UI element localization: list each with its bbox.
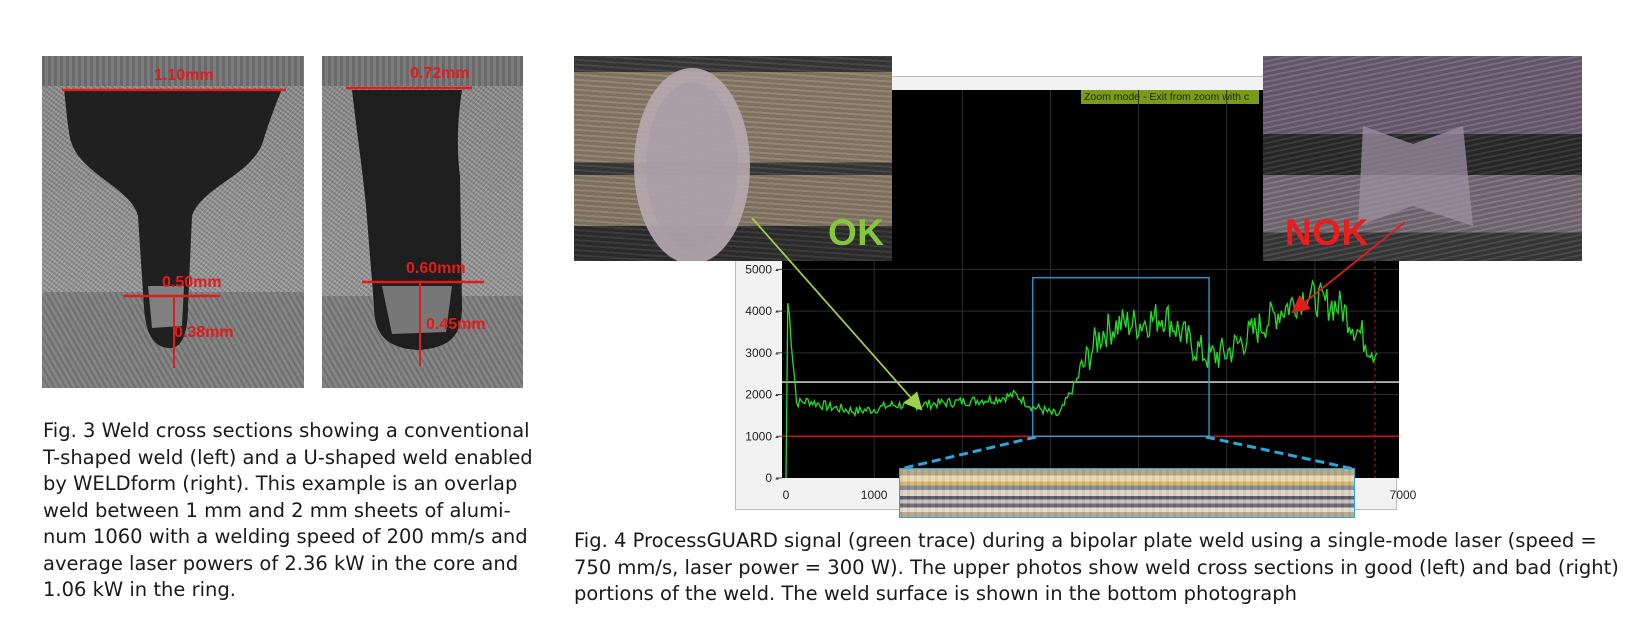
signal-trace (785, 278, 1378, 479)
y-tick-dash: - (775, 304, 779, 318)
ok-cross-section-photo (574, 56, 892, 261)
caption-line: by WELDform (right). This example is an … (43, 472, 518, 495)
zoom-connector-right (1205, 435, 1355, 471)
caption-line: 750 mm/s, laser power = 300 W). The uppe… (574, 555, 1619, 579)
zoom-region-box (1032, 277, 1210, 437)
dimension-top-width: 0.72mm (410, 65, 470, 82)
fig4-caption: Fig. 4 ProcessGUARD signal (green trace)… (574, 528, 1619, 608)
weld-surface-photo (899, 468, 1355, 518)
y-tick-label: 1000 (745, 429, 772, 443)
y-tick-dash: - (775, 388, 779, 402)
weld-nugget (634, 68, 750, 261)
dimension-top-width: 1.10mm (154, 67, 214, 84)
sheet-surface (322, 56, 523, 86)
dimension-root-depth: 0.38mm (174, 324, 234, 341)
ok-label: OK (828, 212, 885, 253)
zoom-connector-left (899, 435, 1037, 471)
x-tick-label: 1000 (861, 488, 888, 502)
x-tick-label: 7000 (1390, 488, 1417, 502)
fig3-caption: Fig. 3 Weld cross sections showing a con… (43, 418, 543, 604)
caption-line: weld between 1 mm and 2 mm sheets of alu… (43, 498, 511, 522)
weld-cross-section-u-shaped: 0.72mm 0.60mm 0.45mm (322, 56, 523, 388)
y-tick-label: 0 (765, 471, 772, 485)
defective-weld (1358, 126, 1473, 226)
x-tick-label: 0 (783, 488, 790, 502)
y-tick-label: 3000 (745, 346, 772, 360)
caption-line: 1.06 kW in the ring. (43, 578, 236, 601)
weld-shape-overlay (346, 86, 484, 366)
weld-shape-overlay (62, 88, 286, 368)
nok-label: NOK (1285, 212, 1369, 253)
nok-cross-section-photo (1263, 56, 1582, 261)
dimension-root-depth: 0.45mm (426, 316, 486, 333)
caption-line: Fig. 4 ProcessGUARD signal (green trace)… (574, 529, 1597, 552)
caption-line: Fig. 3 Weld cross sections showing a con… (43, 419, 530, 442)
sheet-surface (42, 56, 304, 86)
nok-arrow (1291, 221, 1406, 314)
dimension-neck-width: 0.50mm (162, 274, 222, 291)
y-tick-dash: - (775, 471, 779, 485)
ok-arrow (751, 217, 923, 411)
y-tick-label: 5000 (745, 262, 772, 276)
y-tick-dash: - (775, 429, 779, 443)
weld-cross-section-t-shaped: 1.10mm 0.50mm 0.38mm (42, 56, 304, 388)
y-tick-label: 4000 (745, 304, 772, 318)
caption-line: num 1060 with a welding speed of 200 mm/… (43, 525, 528, 548)
dimension-neck-width: 0.60mm (406, 260, 466, 277)
y-tick-label: 2000 (745, 388, 772, 402)
caption-line: portions of the weld. The weld surface i… (574, 582, 1297, 605)
y-tick-dash: - (775, 262, 779, 276)
zoom-mode-banner[interactable]: Zoom mode - Exit from zoom with c (1081, 90, 1259, 104)
caption-line: T-shaped weld (left) and a U-shaped weld… (43, 445, 533, 469)
caption-line: average laser powers of 2.36 kW in the c… (43, 551, 519, 575)
y-tick-dash: - (775, 346, 779, 360)
